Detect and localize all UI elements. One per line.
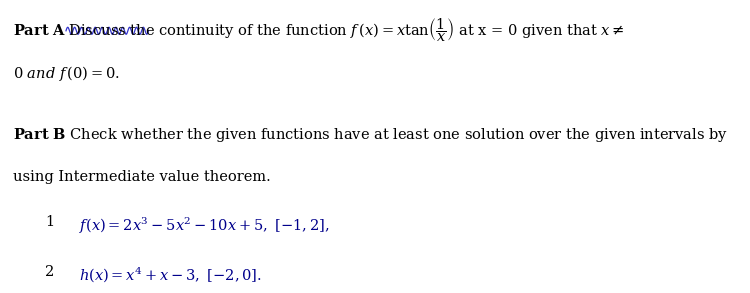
Text: 1: 1 — [45, 215, 54, 229]
Text: 2: 2 — [45, 265, 54, 279]
Text: $h(x)=x^{4}+x-3,\ [-2,0].$: $h(x)=x^{4}+x-3,\ [-2,0].$ — [79, 265, 262, 284]
Text: using Intermediate value theorem.: using Intermediate value theorem. — [13, 170, 272, 184]
Text: 0 $and$ $f\,(0) = 0.$: 0 $and$ $f\,(0) = 0.$ — [13, 64, 121, 84]
Text: $f(x)=2x^{3}-5x^{2}-10x+5,\ [-1,2],$: $f(x)=2x^{3}-5x^{2}-10x+5,\ [-1,2],$ — [79, 215, 329, 236]
Text: $\mathbf{Part\ A}$ Discuss the continuity of the function $f\,(x) = x\tan\!\left: $\mathbf{Part\ A}$ Discuss the continuit… — [13, 16, 626, 44]
Text: $\mathbf{Part\ B}$ Check whether the given functions have at least one solution : $\mathbf{Part\ B}$ Check whether the giv… — [13, 126, 729, 144]
